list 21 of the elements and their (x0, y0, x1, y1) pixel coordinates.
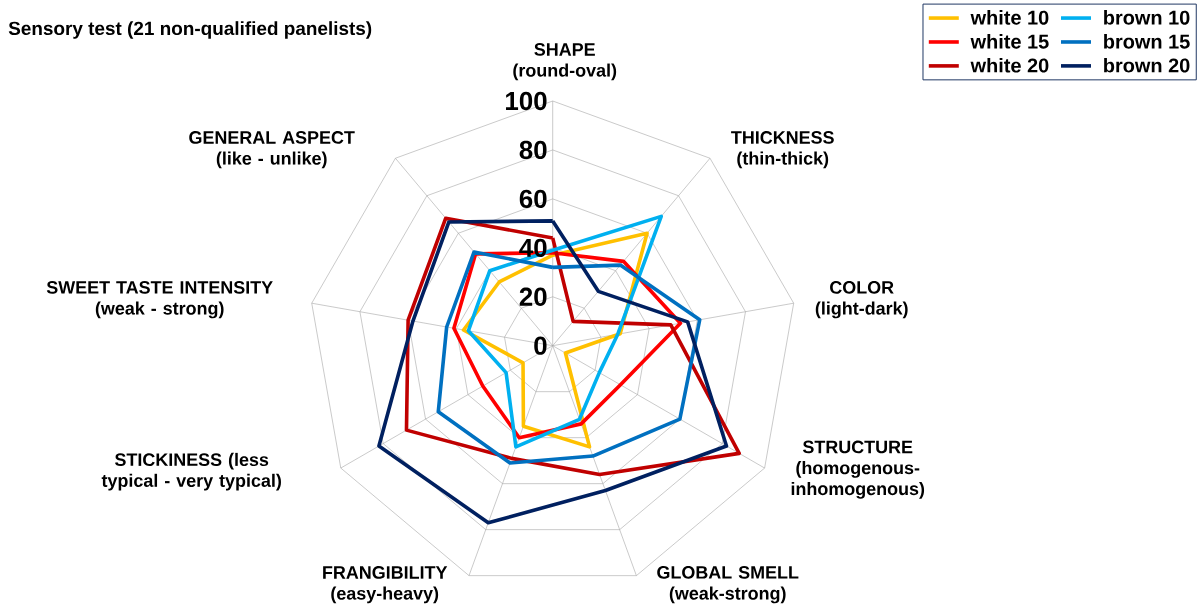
spoke-label: SWEET TASTE INTENSITY (weak - strong) (46, 281, 273, 319)
y-tick-label: 20 (519, 287, 547, 306)
legend-label: brown 15 (1104, 34, 1190, 49)
spoke-label: STICKINESS (less typical - very typical) (101, 452, 281, 491)
spoke-label: GENERAL ASPECT (like - unlike) (189, 131, 355, 169)
y-tick-label: 0 (534, 336, 547, 355)
text: Sensory test (21 non-qualified panelists) (8, 21, 372, 39)
y-tick-label: 100 (506, 91, 547, 111)
legend-label: white 10 (970, 10, 1049, 25)
spoke-label: STRUCTURE (homogenous-inhomogenous) (791, 440, 925, 499)
spoke-label: FRANGIBILITY (easy-heavy) (323, 566, 448, 604)
legend-label: brown 20 (1104, 57, 1190, 73)
legend-label: brown 10 (1104, 10, 1190, 25)
legend-label: white 20 (970, 57, 1049, 73)
legend-label: white 15 (970, 34, 1049, 49)
spoke-label: SHAPE (round-oval) (513, 43, 617, 81)
spoke-label: THICKNESS (thin-thick) (731, 131, 834, 169)
spoke-label: COLOR (light-dark) (815, 281, 908, 319)
spoke-label: GLOBAL SMELL (weak-strong) (657, 566, 799, 604)
y-tick-label: 60 (519, 189, 547, 209)
y-tick-label: 80 (519, 140, 547, 160)
